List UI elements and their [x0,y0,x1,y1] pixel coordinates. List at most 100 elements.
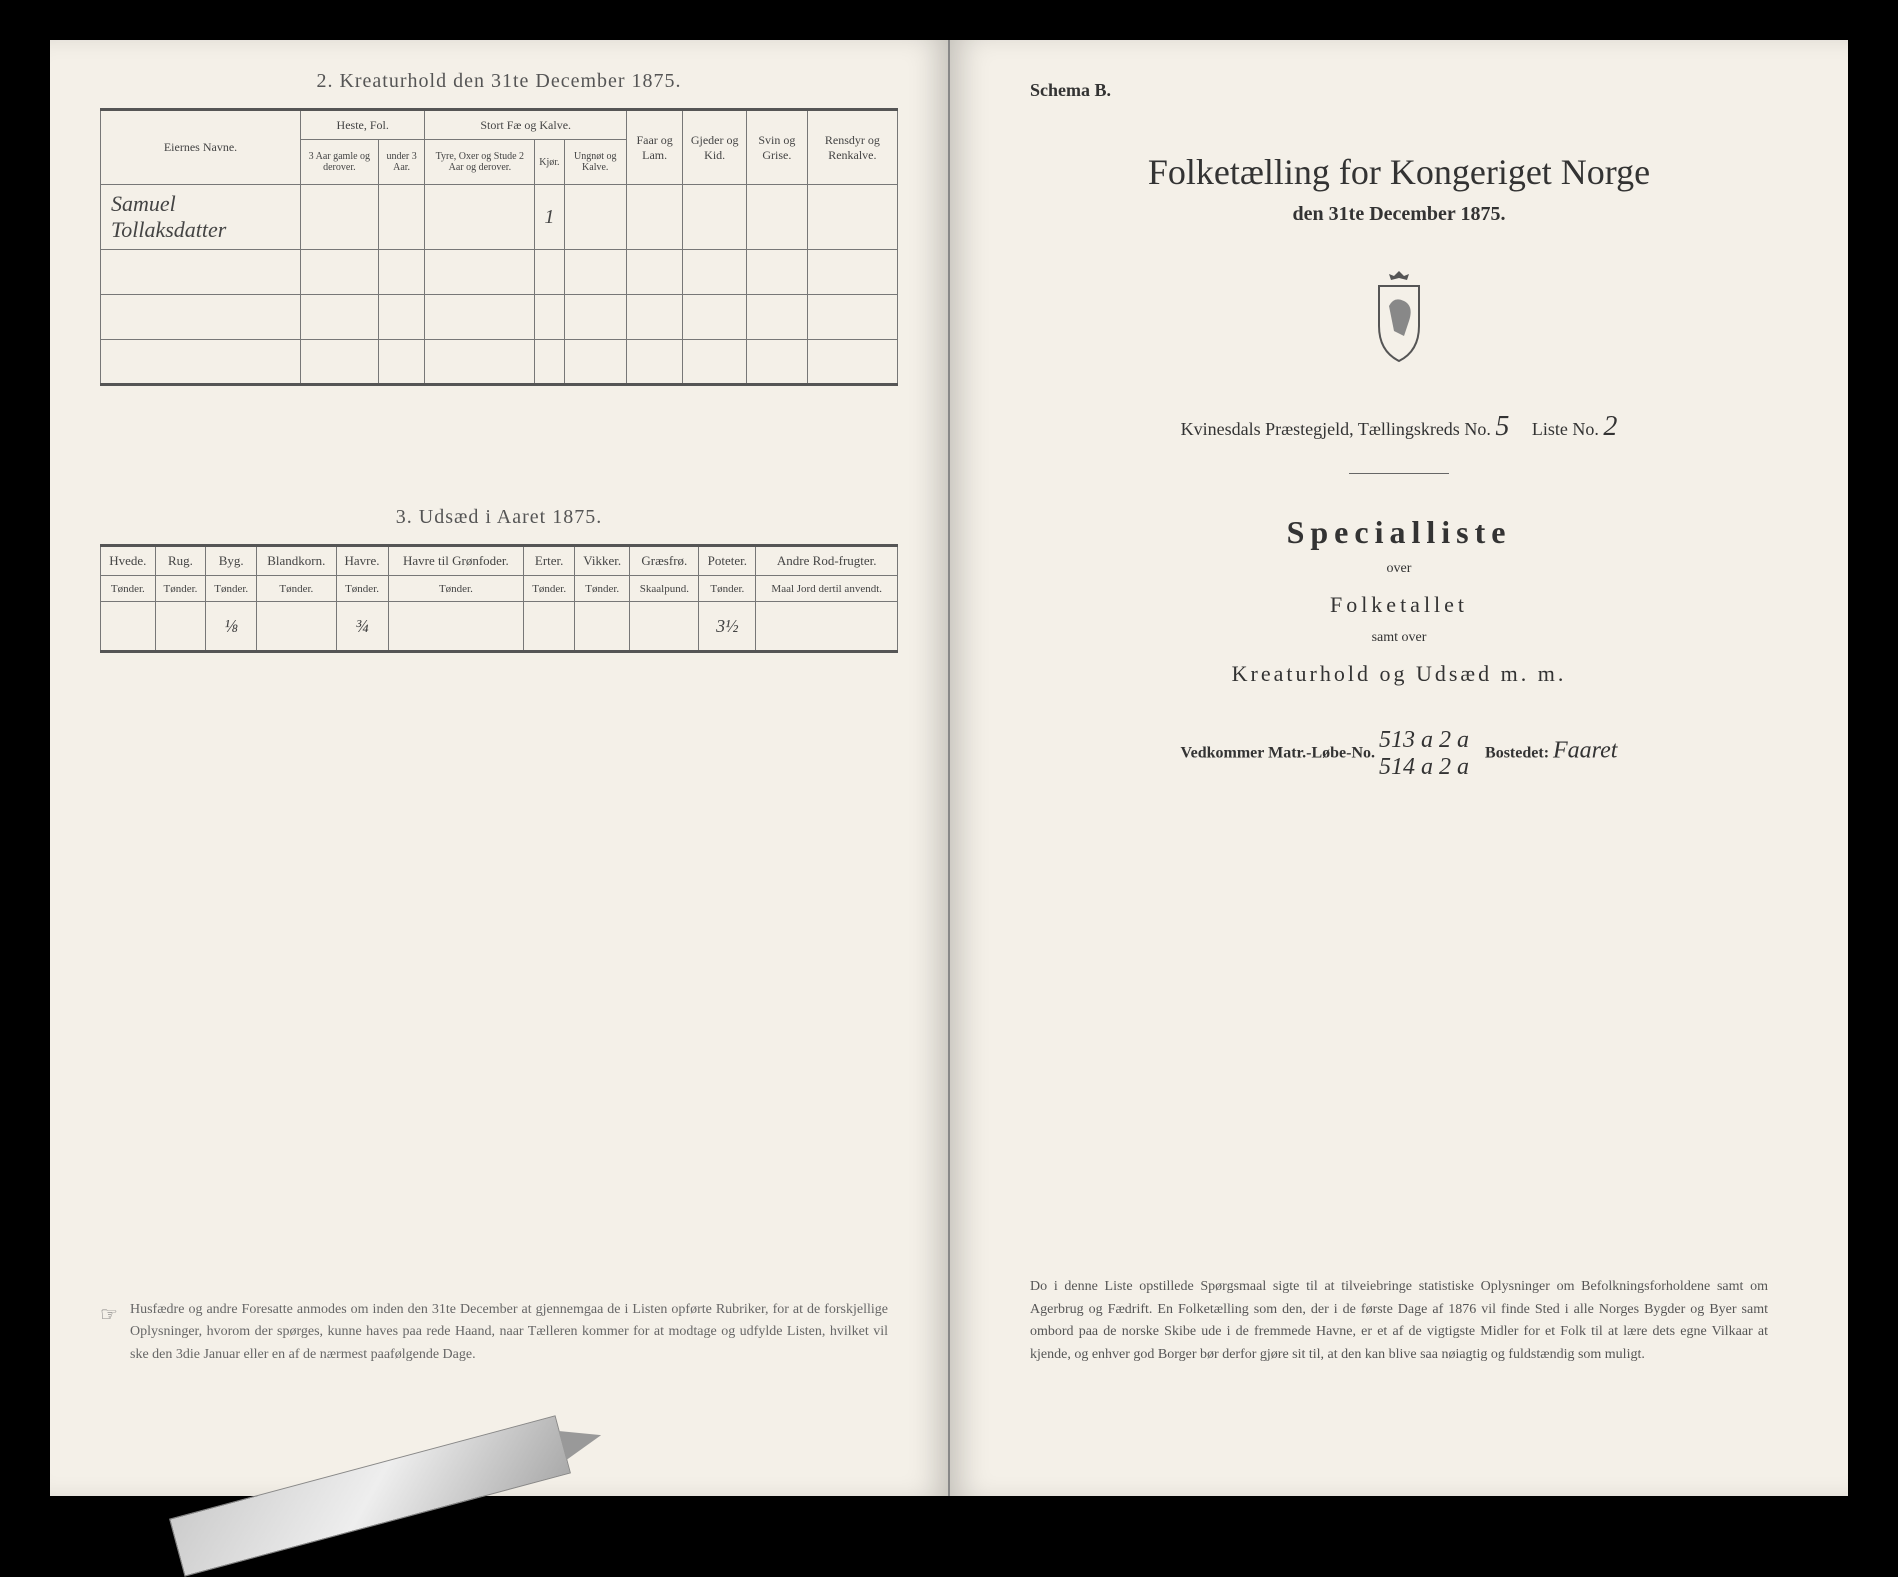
col-hvede: Hvede. [101,546,156,576]
cell [564,185,626,250]
unit: Tønder. [257,576,336,602]
cell [747,185,808,250]
pencil-overlay [169,1415,571,1576]
unit: Tønder. [206,576,257,602]
unit: Tønder. [155,576,206,602]
over-label: over [1000,561,1798,577]
cell [101,340,301,385]
col-group-cattle: Stort Fæ og Kalve. [425,110,627,140]
liste-value: 2 [1603,411,1617,442]
unit: Tønder. [699,576,756,602]
cell [807,185,897,250]
col-poteter: Poteter. [699,546,756,576]
cell [626,185,682,250]
cell [257,602,336,652]
coat-of-arms-icon [1000,266,1798,371]
subtitle: den 31te December 1875. [1000,203,1798,226]
folketallet-label: Folketallet [1000,592,1798,618]
pencil-tip [559,1421,605,1460]
bested-label: Bostedet: [1485,745,1549,762]
specialliste-heading: Specialliste [1000,514,1798,551]
col-vikker: Vikker. [575,546,630,576]
cell-poteter: 3½ [699,602,756,652]
cell [155,602,206,652]
unit: Tønder. [575,576,630,602]
unit: Tønder. [388,576,524,602]
col-goat: Gjeder og Kid. [683,110,747,185]
kreaturhold-label: Kreaturhold og Udsæd m. m. [1000,661,1798,687]
cell [683,185,747,250]
cell-kjor: 1 [535,185,564,250]
book-spread: 2. Kreaturhold den 31te December 1875. E… [50,40,1848,1496]
table-row: Samuel Tollaksdatter 1 [101,185,898,250]
unit: Maal Jord dertil anvendt. [756,576,898,602]
col-pig: Svin og Grise. [747,110,808,185]
table-header-row: Eiernes Navne. Heste, Fol. Stort Fæ og K… [101,110,898,140]
col-sheep: Faar og Lam. [626,110,682,185]
left-page: 2. Kreaturhold den 31te December 1875. E… [50,40,950,1496]
schema-label: Schema B. [1030,80,1798,101]
unit: Tønder. [336,576,388,602]
table-row [101,340,898,385]
cell [101,602,156,652]
col-rein: Rensdyr og Renkalve. [807,110,897,185]
sub-h2: under 3 Aar. [378,140,425,185]
vedk-label: Vedkommer Matr.-Løbe-No. [1181,745,1376,762]
unit: Tønder. [524,576,575,602]
bested-value: Faaret [1553,738,1617,764]
cell [378,185,425,250]
table-header-row: Hvede. Rug. Byg. Blandkorn. Havre. Havre… [101,546,898,576]
prest-label: Kvinesdals Præstegjeld, Tællingskreds No… [1181,419,1491,439]
section3-title: 3. Udsæd i Aaret 1875. [100,506,898,529]
divider [1349,473,1449,474]
vedkommer-line: Vedkommer Matr.-Løbe-No. 513 a 2 a 514 a… [1000,727,1798,781]
col-rod: Andre Rod-frugter. [756,546,898,576]
samt-label: samt over [1000,630,1798,646]
main-title: Folketælling for Kongeriget Norge [1000,151,1798,193]
section2-title: 2. Kreaturhold den 31te December 1875. [100,70,898,93]
unit: Tønder. [101,576,156,602]
cell [388,602,524,652]
sub-c1: Tyre, Oxer og Stude 2 Aar og derover. [425,140,535,185]
sub-c3: Ungnøt og Kalve. [564,140,626,185]
cell [425,185,535,250]
col-group-horse: Heste, Fol. [301,110,425,140]
cell [756,602,898,652]
cell [524,602,575,652]
seed-table: Hvede. Rug. Byg. Blandkorn. Havre. Havre… [100,544,898,653]
cell-havre: ¾ [336,602,388,652]
col-rug: Rug. [155,546,206,576]
cell [301,185,379,250]
right-page: Schema B. Folketælling for Kongeriget No… [950,40,1848,1496]
liste-label: Liste No. [1532,419,1599,439]
right-footer-text: Do i denne Liste opstillede Spørgsmaal s… [1030,1276,1768,1366]
cell [101,250,301,295]
cell [575,602,630,652]
unit: Skaalpund. [630,576,699,602]
col-graes: Græsfrø. [630,546,699,576]
prest-value: 5 [1495,411,1509,442]
livestock-table: Eiernes Navne. Heste, Fol. Stort Fæ og K… [100,108,898,386]
table-row [101,295,898,340]
col-havregr: Havre til Grønfoder. [388,546,524,576]
sub-c2: Kjør. [535,140,564,185]
col-erter: Erter. [524,546,575,576]
col-havre: Havre. [336,546,388,576]
pointing-hand-icon: ☞ [100,1299,118,1331]
col-bland: Blandkorn. [257,546,336,576]
table-subheader-row: Tønder. Tønder. Tønder. Tønder. Tønder. … [101,576,898,602]
footnote-text: Husfædre og andre Foresatte anmodes om i… [130,1302,888,1362]
cell [630,602,699,652]
parish-line: Kvinesdals Præstegjeld, Tællingskreds No… [1000,411,1798,443]
section3: 3. Udsæd i Aaret 1875. Hvede. Rug. Byg. … [100,506,898,653]
table-row [101,250,898,295]
cell [101,295,301,340]
owner-name-cell: Samuel Tollaksdatter [101,185,301,250]
col-byg: Byg. [206,546,257,576]
sub-h1: 3 Aar gamle og derover. [301,140,379,185]
table-row: ⅛ ¾ 3½ [101,602,898,652]
vedk-value: 513 a 2 a 514 a 2 a [1379,727,1469,781]
left-footnote: ☞ Husfædre og andre Foresatte anmodes om… [130,1299,888,1366]
col-owner: Eiernes Navne. [101,110,301,185]
cell-byg: ⅛ [206,602,257,652]
